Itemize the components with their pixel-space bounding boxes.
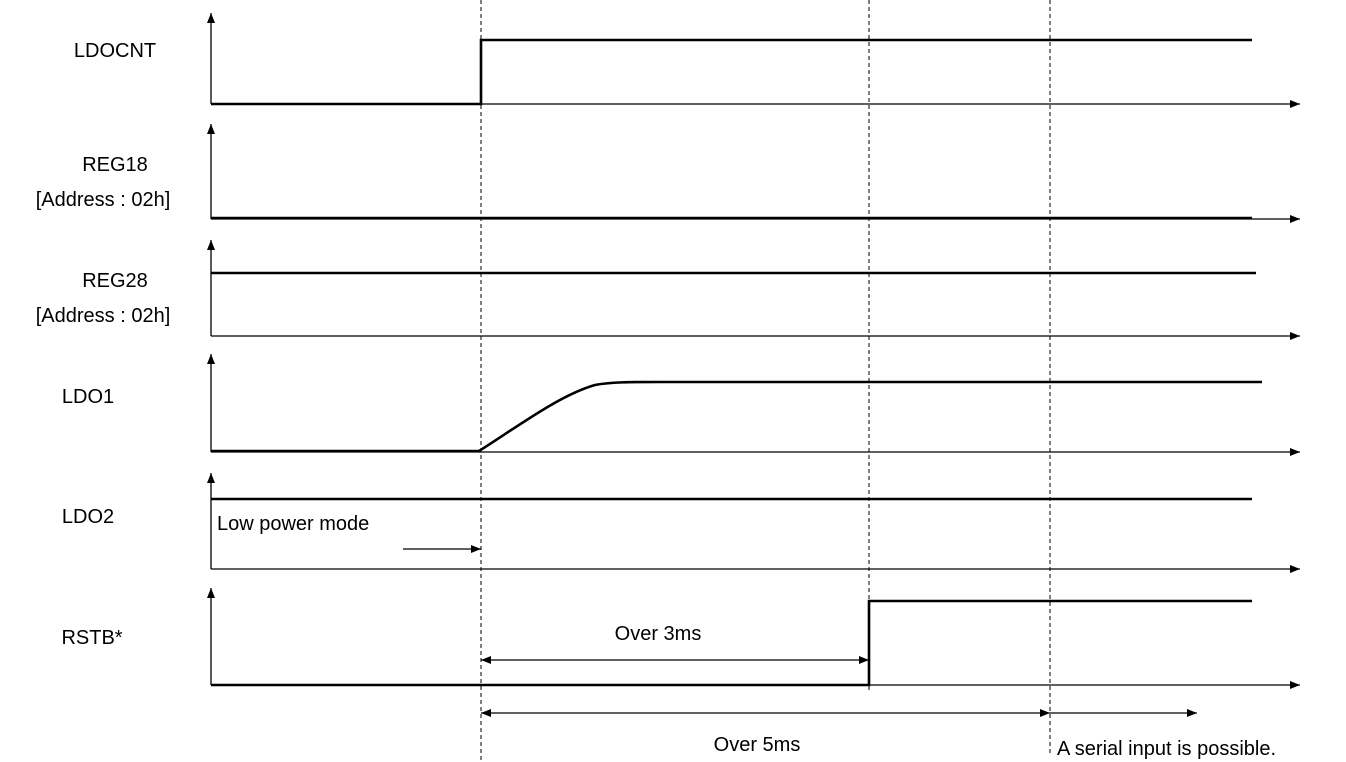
waveform [211, 599, 1252, 687]
timing-dimensions: Over 3ms Over 5ms A serial input is poss… [481, 623, 1276, 760]
signal-reg18: REG18 [Address : 02h] [36, 124, 1300, 223]
over-5ms-label: Over 5ms [714, 734, 801, 756]
signal-address-label: [Address : 02h] [36, 305, 171, 327]
signal-label: REG18 [82, 154, 148, 176]
signal-label: LDOCNT [74, 40, 156, 62]
signal-address-label: [Address : 02h] [36, 189, 171, 211]
waveform [211, 380, 1262, 453]
serial-input-label: A serial input is possible. [1057, 738, 1276, 760]
low-power-mode-label: Low power mode [217, 513, 369, 535]
signal-label: RSTB* [61, 627, 122, 649]
signal-label: LDO2 [62, 506, 114, 528]
signal-rstb: RSTB* [61, 588, 1300, 689]
signal-label: LDO1 [62, 386, 114, 408]
signal-ldo1: LDO1 [62, 354, 1300, 456]
signal-label: REG28 [82, 270, 148, 292]
signal-ldocnt: LDOCNT [74, 13, 1300, 108]
over-3ms-label: Over 3ms [615, 623, 702, 645]
signal-reg28: REG28 [Address : 02h] [36, 240, 1300, 340]
waveform [211, 38, 1252, 106]
timing-guides [480, 0, 1051, 760]
signal-ldo2: LDO2 Low power mode [62, 473, 1300, 573]
